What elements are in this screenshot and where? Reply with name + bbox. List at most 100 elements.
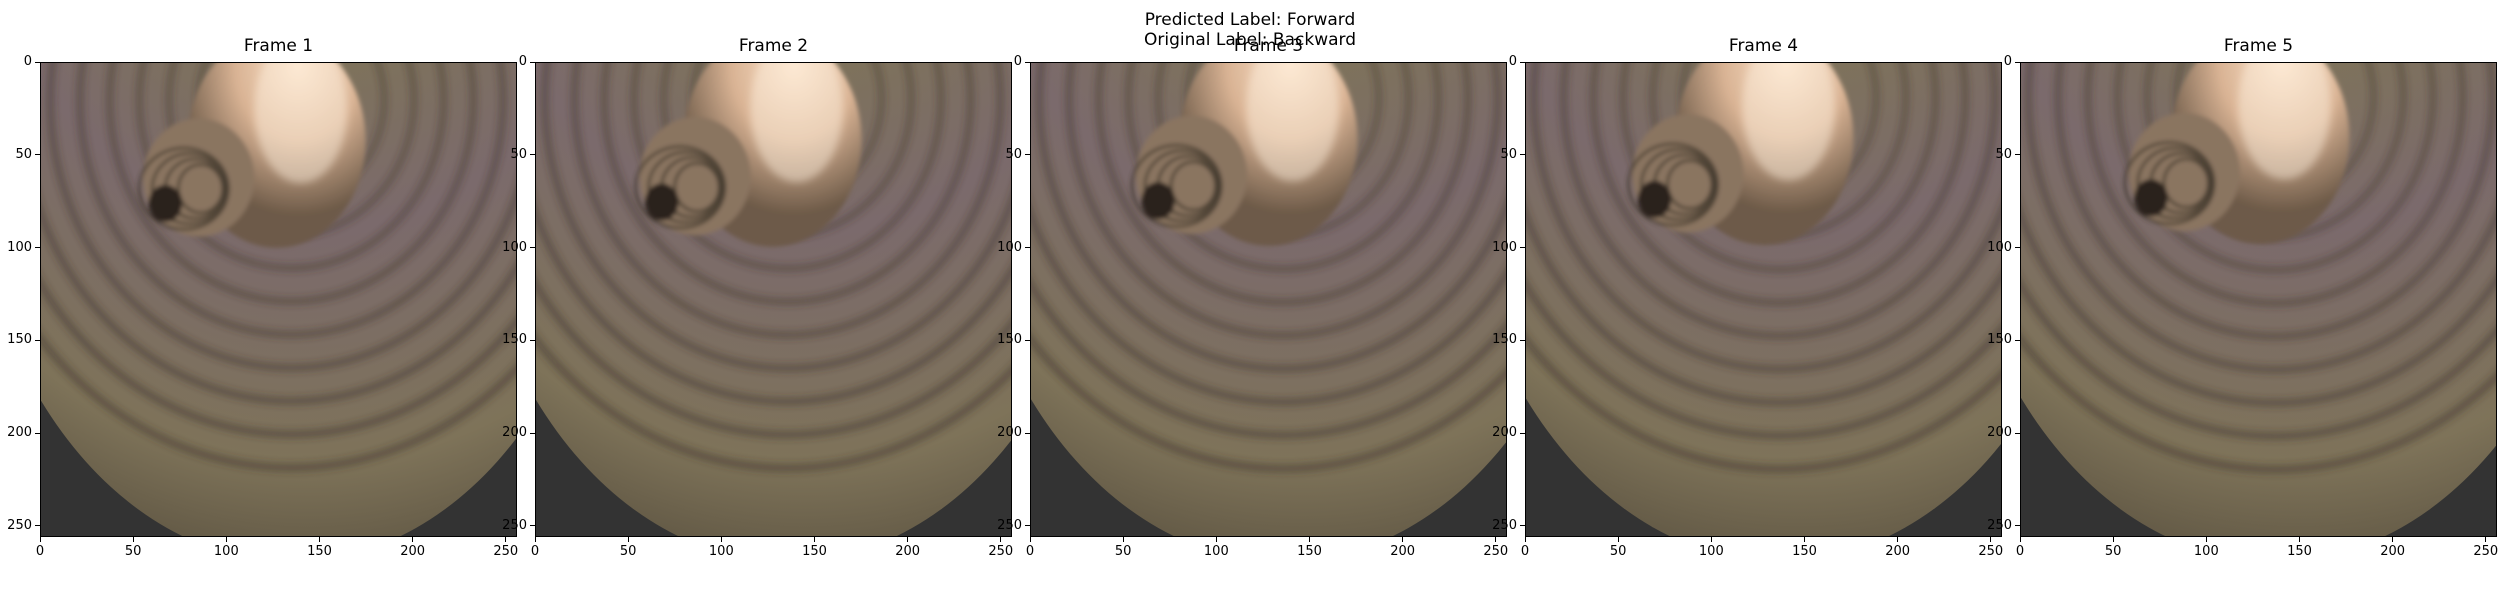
y-tick-mark <box>530 154 535 156</box>
endoscopy-frame-image <box>40 62 517 537</box>
frame-panel-1: Frame 1 0 50 100 150 200 250 0 50 100 150 200 250 <box>0 0 518 600</box>
x-tick-mark <box>1990 537 1992 542</box>
y-tick-label: 100 <box>1492 239 1517 255</box>
x-tick-mark <box>1029 537 1031 542</box>
y-tick-mark <box>35 247 40 249</box>
x-tick-mark <box>1617 537 1619 542</box>
frame-panel-2: Frame 2 0 50 100 150 200 250 0 50 100 150 200 250 <box>495 0 1013 600</box>
x-tick-mark <box>1710 537 1712 542</box>
y-tick-mark <box>2015 339 2020 341</box>
frame-title: Frame 4 <box>1728 36 1799 56</box>
y-tick-label: 100 <box>997 239 1022 255</box>
y-tick-mark <box>2015 525 2020 527</box>
frame-title: Frame 3 <box>1233 36 1304 56</box>
x-tick-mark <box>1308 537 1310 542</box>
y-tick-mark <box>530 247 535 249</box>
x-tick-mark <box>627 537 629 542</box>
x-tick-mark <box>1215 537 1217 542</box>
y-tick-label: 250 <box>1987 517 2012 533</box>
y-tick-label: 0 <box>1013 54 1022 69</box>
y-tick-label: 100 <box>7 239 32 255</box>
x-tick-mark <box>2019 537 2021 542</box>
x-tick-label: 250 <box>2473 544 2499 559</box>
x-tick-label: 250 <box>493 544 519 559</box>
x-tick-mark <box>813 537 815 542</box>
y-tick-mark <box>530 432 535 434</box>
x-tick-mark <box>1122 537 1124 542</box>
x-tick-label: 150 <box>802 544 827 559</box>
x-tick-mark <box>2112 537 2114 542</box>
x-tick-label: 100 <box>2193 544 2219 559</box>
y-tick-mark <box>1520 61 1525 63</box>
x-tick-label: 50 <box>124 544 142 559</box>
y-tick-label: 150 <box>997 332 1022 348</box>
x-tick-mark <box>2392 537 2394 542</box>
x-tick-label: 250 <box>1483 544 1509 559</box>
y-tick-label: 0 <box>518 54 527 69</box>
x-tick-label: 150 <box>2287 544 2312 559</box>
x-tick-mark <box>505 537 507 542</box>
x-tick-label: 50 <box>2104 544 2122 559</box>
x-tick-mark <box>225 537 227 542</box>
x-tick-mark <box>907 537 909 542</box>
y-tick-label: 100 <box>502 239 527 255</box>
y-tick-label: 150 <box>1492 332 1517 348</box>
x-tick-mark <box>2485 537 2487 542</box>
y-tick-mark <box>1520 154 1525 156</box>
endoscopy-frame-image <box>535 62 1012 537</box>
y-tick-label: 0 <box>23 54 32 69</box>
y-tick-label: 0 <box>1508 54 1517 69</box>
x-tick-mark <box>720 537 722 542</box>
y-tick-mark <box>1520 525 1525 527</box>
y-tick-label: 200 <box>502 425 527 441</box>
x-tick-label: 100 <box>1698 544 1724 559</box>
y-tick-label: 200 <box>1987 425 2012 441</box>
y-tick-mark <box>35 525 40 527</box>
y-tick-mark <box>1520 247 1525 249</box>
original-label: Original Label: Backward <box>1144 30 1356 50</box>
y-tick-mark <box>35 339 40 341</box>
x-tick-mark <box>412 537 414 542</box>
y-tick-label: 100 <box>1987 239 2012 255</box>
x-tick-label: 50 <box>1609 544 1627 559</box>
y-tick-mark <box>1520 339 1525 341</box>
y-tick-mark <box>1025 247 1030 249</box>
y-tick-mark <box>2015 247 2020 249</box>
x-tick-mark <box>318 537 320 542</box>
y-tick-label: 0 <box>2003 54 2012 69</box>
x-tick-mark <box>2298 537 2300 542</box>
x-tick-label: 50 <box>619 544 637 559</box>
endoscopy-frame-image <box>2020 62 2497 537</box>
y-tick-label: 250 <box>997 517 1022 533</box>
x-tick-label: 250 <box>1978 544 2004 559</box>
x-tick-label: 200 <box>2380 544 2406 559</box>
frame-panel-4: Frame 4 0 50 100 150 200 250 0 50 100 150 200 250 <box>1485 0 2003 600</box>
y-tick-mark <box>1025 432 1030 434</box>
frame-title: Frame 5 <box>2223 36 2294 56</box>
frame-panel-5: Frame 5 0 50 100 150 200 250 0 50 100 150 200 250 <box>1980 0 2498 600</box>
x-tick-mark <box>1803 537 1805 542</box>
x-tick-mark <box>1000 537 1002 542</box>
x-tick-label: 0 <box>35 544 45 559</box>
x-tick-label: 0 <box>1520 544 1530 559</box>
y-tick-mark <box>35 154 40 156</box>
x-tick-mark <box>1897 537 1899 542</box>
y-tick-label: 250 <box>7 517 32 533</box>
y-tick-label: 250 <box>1492 517 1517 533</box>
x-tick-mark <box>534 537 536 542</box>
x-tick-label: 150 <box>1792 544 1817 559</box>
x-tick-label: 100 <box>708 544 734 559</box>
x-tick-label: 150 <box>307 544 332 559</box>
y-tick-label: 200 <box>1492 425 1517 441</box>
y-tick-label: 200 <box>7 425 32 441</box>
frame-title: Frame 1 <box>243 36 314 56</box>
y-tick-label: 250 <box>502 517 527 533</box>
x-tick-label: 100 <box>1203 544 1229 559</box>
x-tick-mark <box>1524 537 1526 542</box>
y-tick-mark <box>35 61 40 63</box>
y-tick-mark <box>1025 154 1030 156</box>
x-tick-label: 200 <box>400 544 426 559</box>
x-tick-mark <box>1402 537 1404 542</box>
y-tick-label: 50 <box>1005 146 1022 162</box>
x-tick-mark <box>2205 537 2207 542</box>
